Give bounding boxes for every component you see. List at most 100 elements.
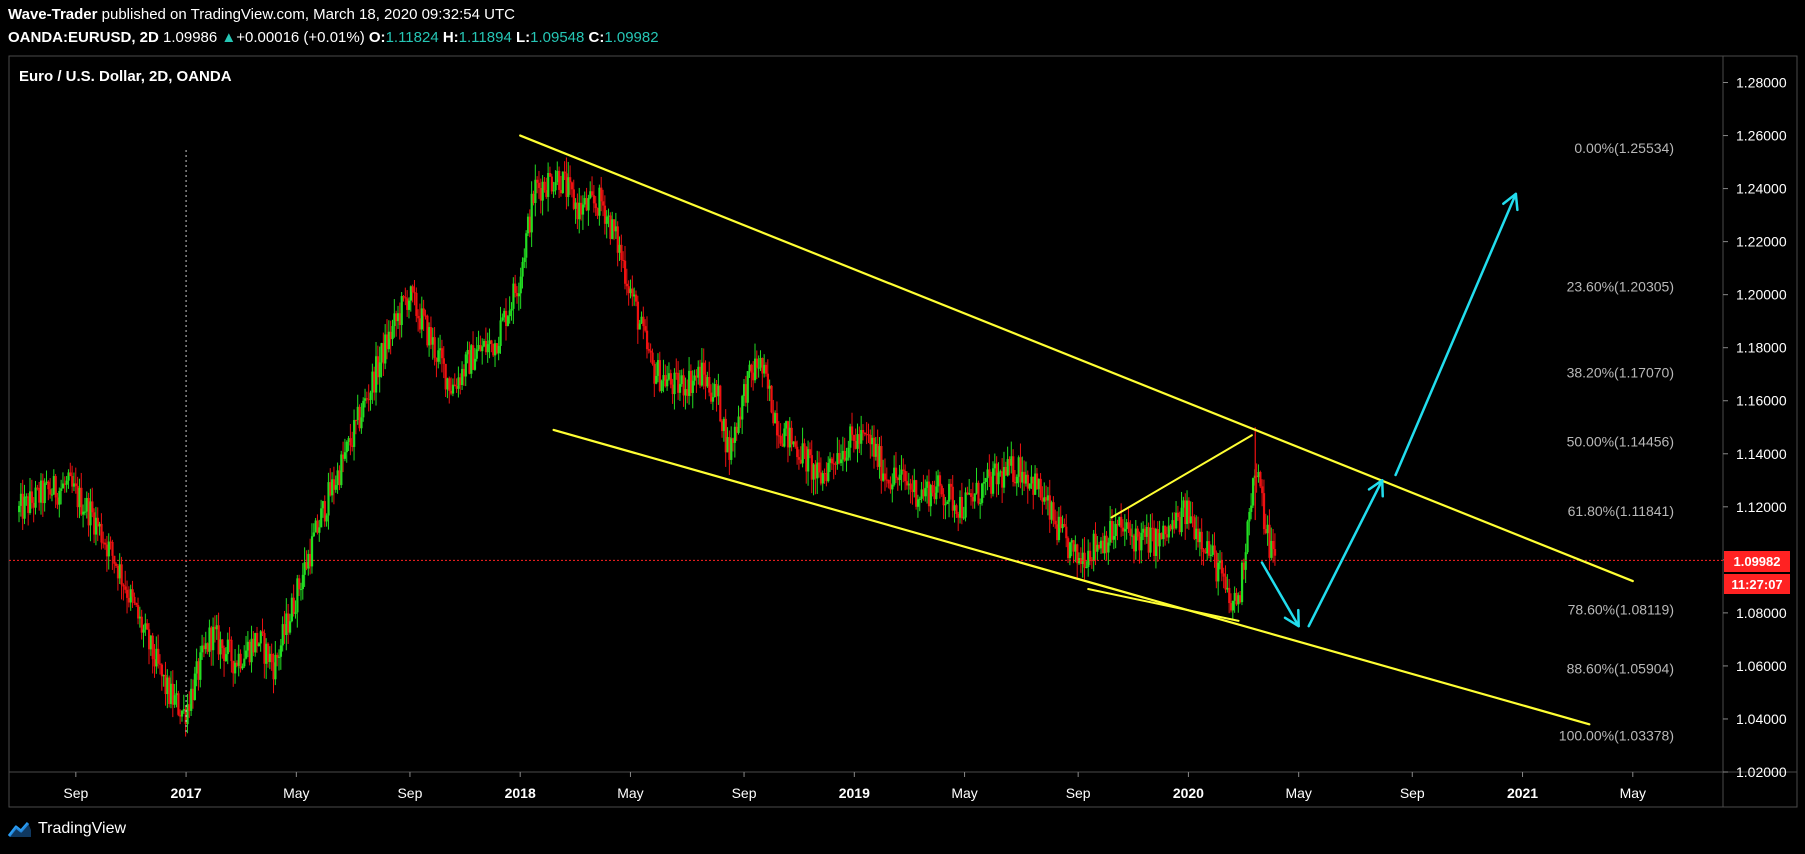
bull-candle <box>234 662 237 674</box>
bull-candle <box>1266 524 1269 534</box>
bull-candle <box>757 367 760 369</box>
bear-candle <box>735 426 738 433</box>
bear-candle <box>602 201 605 206</box>
bull-candle <box>360 417 363 429</box>
bull-candle <box>1233 592 1236 601</box>
bull-candle <box>169 683 173 704</box>
bear-candle <box>942 494 945 506</box>
bear-candle <box>27 496 30 513</box>
bear-candle <box>440 348 444 359</box>
bull-candle <box>245 650 248 659</box>
bear-candle <box>915 480 918 507</box>
bull-candle <box>1125 522 1128 530</box>
bear-candle <box>671 384 674 395</box>
bull-candle <box>380 343 383 363</box>
bull-candle <box>713 384 716 398</box>
bear-candle <box>1169 525 1172 530</box>
bear-candle <box>710 392 713 402</box>
bull-candle <box>175 693 178 696</box>
bull-candle <box>1107 542 1110 553</box>
lower-trendline[interactable] <box>552 428 1591 726</box>
bear-candle <box>988 469 991 477</box>
bear-candle <box>358 406 361 429</box>
bear-candle <box>558 170 561 190</box>
bear-candle <box>545 190 548 197</box>
bear-candle <box>1105 535 1108 553</box>
bull-candle <box>907 483 910 486</box>
bull-candle <box>1251 478 1255 506</box>
bull-candle <box>845 457 848 461</box>
bull-candle <box>314 520 317 533</box>
bull-candle <box>1154 529 1158 556</box>
bear-candle <box>76 485 79 508</box>
bear-candle <box>1129 528 1132 536</box>
bear-candle <box>580 202 583 215</box>
bear-candle <box>484 340 488 353</box>
bull-candle <box>464 354 467 377</box>
bear-candle <box>1067 538 1070 559</box>
bear-candle <box>1012 456 1015 482</box>
bull-candle <box>1030 476 1033 484</box>
bull-candle <box>953 505 956 511</box>
bull-candle <box>215 625 218 630</box>
bear-candle <box>894 467 898 478</box>
bull-candle <box>534 179 537 204</box>
bear-candle <box>462 368 466 377</box>
y-tick-label: 1.24000 <box>1736 181 1787 197</box>
bull-candle <box>748 364 751 372</box>
bear-candle <box>115 563 118 566</box>
bear-candle <box>133 596 136 603</box>
bear-candle <box>922 489 925 497</box>
bull-candle <box>1182 500 1185 508</box>
projection-arrow-line[interactable] <box>1260 561 1300 628</box>
bull-candle <box>1017 457 1020 477</box>
bear-candle <box>585 198 588 211</box>
wedge-upper-line[interactable] <box>1110 434 1253 519</box>
x-tick-label: May <box>1285 785 1311 801</box>
bear-candle <box>38 487 41 503</box>
bull-candle <box>667 373 671 380</box>
bear-candle <box>305 562 308 569</box>
y-tick-label: 1.18000 <box>1736 340 1787 356</box>
bull-candle <box>1078 558 1081 564</box>
author-name[interactable]: Wave-Trader <box>8 6 98 23</box>
projection-arrow-line[interactable] <box>1307 479 1384 628</box>
x-tick-label: Sep <box>732 785 757 801</box>
bear-candle <box>772 412 775 424</box>
bear-candle <box>122 584 125 587</box>
tradingview-brand[interactable]: TradingView <box>38 820 127 837</box>
y-tick-label: 1.14000 <box>1736 446 1787 462</box>
bear-candle <box>386 334 389 350</box>
bear-candle <box>644 326 647 331</box>
bull-candle <box>312 532 315 537</box>
bear-candle <box>332 479 336 490</box>
bear-candle <box>796 446 799 458</box>
bear-candle <box>411 286 414 293</box>
bull-candle <box>1131 535 1134 537</box>
bull-candle <box>743 384 746 397</box>
bull-candle <box>58 490 61 505</box>
wedge-lower-line[interactable] <box>1087 588 1240 622</box>
time-axis[interactable]: Sep 2017 May Sep 2018 May Sep 2019 May Sep 2020 May… <box>63 772 1646 801</box>
y-tick-label: 1.22000 <box>1736 234 1787 250</box>
bear-candle <box>283 624 286 635</box>
bear-candle <box>515 293 519 297</box>
x-tick-label: 2017 <box>171 785 202 801</box>
bear-candle <box>1261 486 1264 494</box>
bull-candle <box>937 475 940 487</box>
bear-candle <box>1101 540 1105 554</box>
bear-candle <box>248 641 251 663</box>
upper-trendline[interactable] <box>519 134 1634 583</box>
price-axis[interactable]: 1.28000 1.26000 1.24000 1.22000 1.20000 1.180… <box>1723 75 1787 780</box>
bull-candle <box>431 337 434 345</box>
projection-arrow-line[interactable] <box>1394 192 1518 477</box>
bear-candle <box>96 517 99 527</box>
bear-candle <box>931 485 934 493</box>
bull-candle <box>640 316 643 324</box>
x-tick-label: Sep <box>397 785 422 801</box>
bear-candle <box>1178 517 1181 533</box>
bear-candle <box>402 296 405 298</box>
x-tick-label: 2021 <box>1507 785 1538 801</box>
bear-candle <box>49 489 52 495</box>
